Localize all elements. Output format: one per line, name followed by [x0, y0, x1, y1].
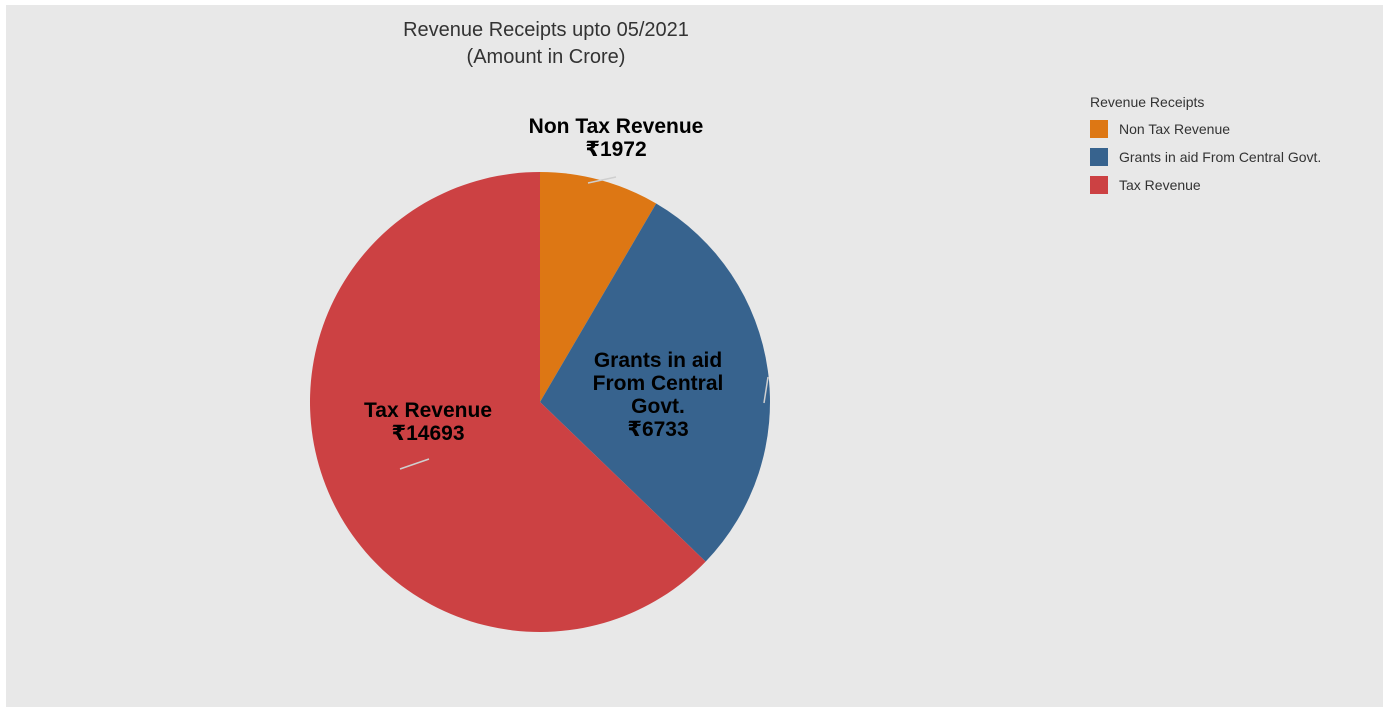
chart-title-text: Revenue Receipts upto 05/2021 [403, 19, 689, 41]
data-label-tax-revenue: Tax Revenue ₹14693 [364, 399, 492, 445]
legend-title: Revenue Receipts [1090, 94, 1205, 110]
chart-title: Revenue Receipts upto 05/2021 (Amount in… [296, 17, 796, 71]
chart-subtitle-text: (Amount in Crore) [466, 46, 626, 68]
pie-slice-grants-in-aid-from-central-govt[interactable] [540, 203, 770, 562]
legend-label: Non Tax Revenue [1119, 121, 1231, 137]
pie-slice-non-tax-revenue[interactable] [540, 172, 657, 402]
legend-item-non-tax-revenue[interactable]: Non Tax Revenue [1090, 115, 1380, 143]
data-label-grants-in-aid-from-central-govt: Grants in aid From Central Govt. ₹6733 [593, 349, 724, 441]
legend: Revenue Receipts Non Tax Revenue Grants i… [1090, 94, 1380, 199]
legend-label: Grants in aid From Central Govt. [1119, 149, 1322, 165]
legend-swatch [1090, 176, 1108, 194]
leader-line-non-tax-revenue [587, 176, 617, 184]
legend-swatch [1090, 148, 1108, 166]
data-label-non-tax-revenue: Non Tax Revenue ₹1972 [529, 115, 704, 161]
chart-panel: Revenue Receipts upto 05/2021 (Amount in… [6, 5, 1383, 707]
legend-item-tax-revenue[interactable]: Tax Revenue [1090, 171, 1380, 199]
pie-chart: Non Tax Revenue ₹1972 Grants in aid From Ce… [309, 115, 770, 632]
leader-line-tax-revenue [399, 458, 430, 470]
legend-item-grants-in-aid-from-central-govt[interactable]: Grants in aid From Central Govt. [1090, 143, 1380, 171]
legend-swatch [1090, 120, 1108, 138]
legend-label: Tax Revenue [1119, 177, 1201, 193]
pie-slice-tax-revenue[interactable] [309, 171, 706, 632]
leader-line-grants-in-aid-from-central-govt [763, 376, 769, 404]
